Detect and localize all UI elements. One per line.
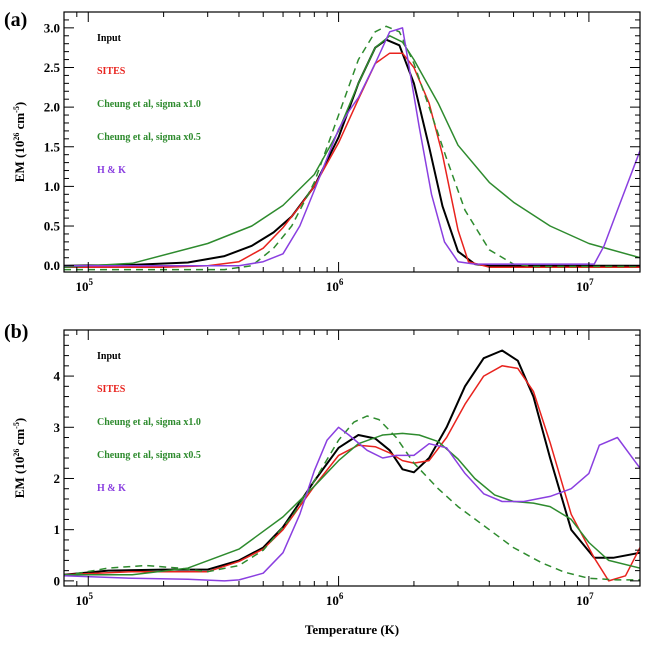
panel-a-y-tick-label: 3.0 [44, 20, 60, 35]
panel-a-y-tick-label: 1.0 [44, 179, 60, 194]
panel-a-legend-h-k: H & K [97, 165, 126, 176]
panel-b-legend-cheung-et-al-sigma-x0-5: Cheung et al, sigma x0.5 [97, 450, 201, 461]
panel-b-x-tick-label: 106 [326, 591, 344, 608]
panel-a-x-tick-label: 106 [326, 277, 344, 294]
panel-b-y-tick-label: 0 [54, 573, 61, 588]
panel-a-series-group [64, 25, 640, 271]
panel-a-legend-cheung-et-al-sigma-x0-5: Cheung et al, sigma x0.5 [97, 132, 201, 143]
panel-b-series-cheung-et-al-sigma-x1-0 [64, 432, 640, 576]
panel-a-x-tick-label: 107 [576, 277, 594, 294]
panel-b-y-tick-label: 1 [54, 522, 61, 537]
panel-a-label: (a) [4, 9, 27, 31]
panel-a-series-sites [64, 52, 640, 268]
panel-b-legend-h-k: H & K [97, 483, 126, 494]
panel-a-y-tick-label: 1.5 [44, 139, 61, 154]
panel-b-series-group [64, 349, 640, 582]
panel-b-series-input [64, 349, 640, 576]
panel-b-y-tick-label: 4 [54, 369, 61, 384]
panel-a-y-axis-title: EM (1026 cm-5) [12, 102, 27, 182]
panel-b-label: (b) [4, 321, 28, 343]
panel-a-legend-cheung-et-al-sigma-x1-0: Cheung et al, sigma x1.0 [97, 99, 201, 110]
panel-a: (a) 105 106 107 0.0 0.5 1.0 1.5 2.0 2.5 3.0 EM (102… [4, 9, 641, 294]
panel-b-x-tick-label: 105 [76, 591, 94, 608]
panel-b-series-h-k [64, 426, 640, 582]
panel-b-y-tick-label: 3 [54, 420, 61, 435]
panel-a-x-tick-label: 105 [76, 277, 94, 294]
panel-a-y-tick-label: 0.0 [44, 258, 60, 273]
panel-b-legend-cheung-et-al-sigma-x1-0: Cheung et al, sigma x1.0 [97, 417, 201, 428]
panel-b-y-tick-label: 2 [54, 471, 61, 486]
panel-b-x-tick-label: 107 [576, 591, 594, 608]
panel-b-x-axis-title: Temperature (K) [305, 622, 399, 637]
panel-a-series-input [64, 38, 640, 267]
panel-a-y-tick-label: 2.0 [44, 100, 60, 115]
panel-a-series-h-k [64, 27, 640, 267]
panel-b-legend-sites: SITES [97, 384, 126, 395]
panel-a-y-tick-label: 0.5 [44, 219, 61, 234]
panel-a-legend-sites: SITES [97, 66, 126, 77]
panel-a-y-tick-label: 2.5 [44, 60, 61, 75]
panel-b-y-axis-title: EM (1026 cm-5) [12, 418, 27, 498]
panel-a-series-cheung-et-al-sigma-x1-0 [64, 35, 640, 268]
panel-b-legend-input: Input [97, 351, 122, 362]
panel-b: (b) 105 106 107 0 1 2 3 4 EM (1026 cm-5) Temperatu… [4, 321, 641, 637]
panel-a-legend-input: Input [97, 33, 122, 44]
panel-b-series-cheung-et-al-sigma-x0-5 [64, 415, 640, 581]
panel-a-plot-frame [63, 11, 641, 273]
panel-a-series-cheung-et-al-sigma-x0-5 [64, 25, 640, 271]
